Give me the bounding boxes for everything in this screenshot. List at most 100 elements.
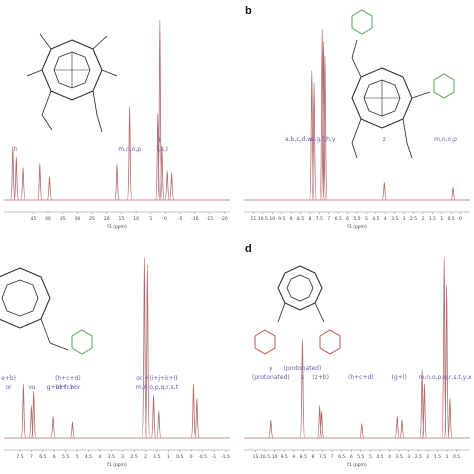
nmr-peak-10 (444, 284, 450, 439)
x-tick-label-18: 2 (426, 454, 429, 460)
panel-d: d 11 10.5 10 9.5 9 8.5 8 7.5 7 6.5 6 5.5 5 4.5 4 3.5 3 2.… (240, 238, 474, 474)
x-tick-label-13: 4.5 (376, 454, 383, 460)
x-tick-label-8: 7 (331, 454, 334, 460)
nmr-peak-4 (359, 423, 365, 439)
x-tick-label-18: -1.5 (221, 454, 230, 460)
structure-b (351, 9, 455, 159)
x-tick-label-17: -1 (212, 454, 217, 460)
x-tick-label-5: 8.5 (300, 454, 307, 460)
panel-a: 45 40 35 30 25 20 15 10 5 0 -5 -10 -15 -20 f1 (ppm) m,n… (0, 0, 234, 236)
x-tick-label-9: 6.5 (338, 454, 345, 460)
x-tick-label-21: 0.5 (448, 216, 455, 222)
panel-c: 7.5 7 6.5 6 5.5 5 4.5 4 3.5 3 2.5 2 1.5 1 0.5 0 -0.5 -1 -1… (0, 238, 234, 474)
nmr-peak-11 (168, 172, 175, 201)
peak-annotation-1: e,g,f,h,y (311, 136, 336, 143)
nmr-peak-3 (50, 415, 56, 439)
nmr-peak-4 (69, 421, 76, 439)
structure-a (26, 33, 118, 133)
panel-label-d: d (245, 243, 252, 255)
x-axis-title: f1 (ppm) (347, 462, 367, 468)
peak-annotation-2: m,n,o,p (434, 136, 457, 143)
peak-annotation-9: e+b) (1, 375, 16, 382)
nmr-peak-0 (10, 145, 16, 201)
nmr-peak-2 (31, 390, 37, 439)
peak-annotation-6: (g+l) (392, 374, 407, 381)
x-tick-label-12: 1.5 (153, 454, 160, 460)
nmr-peak-9 (441, 257, 447, 439)
x-tick-label-11: 5.5 (353, 216, 360, 222)
x-tick-label-13: 4.5 (372, 216, 379, 222)
nmr-peak-6 (450, 186, 456, 201)
structure-c (0, 267, 93, 355)
x-tick-label-7: 7.5 (316, 216, 323, 222)
x-tick-label-5: 8.5 (297, 216, 304, 222)
peak-annotation-6: (h+c+d) (55, 375, 81, 382)
peak-annotation-3: z (383, 136, 386, 143)
peak-annotation-0: m,n,o,p,q,r,s,t (136, 384, 179, 391)
nmr-peak-1 (299, 338, 306, 439)
x-tick-label-11: 2 (144, 454, 147, 460)
x-tick-label-1: 7 (30, 454, 33, 460)
x-tick-label-21: 0.5 (453, 454, 460, 460)
peak-annotation-3: I (159, 137, 161, 144)
spectrum-a-svg: 45 40 35 30 25 20 15 10 5 0 -5 -10 -15 -20 f1 (ppm) m,n… (4, 19, 230, 230)
peak-annotation-0: m,n,o,p (118, 146, 141, 153)
x-tick-label-0: 11 (251, 216, 257, 222)
x-tick-label-4: 9 (292, 454, 295, 460)
x-tick-label-15: 3.5 (396, 454, 403, 460)
peak-annotation-1: or +(i+j+k+l) (136, 375, 177, 382)
nmr-peak-5 (394, 415, 400, 439)
nmr-peak-3 (318, 410, 325, 439)
x-tick-label-22: 0 (459, 216, 462, 222)
peak-annotation-3: v (28, 384, 32, 391)
nmr-peak-1 (311, 82, 317, 201)
peak-annotation-5: (h+c+d) (348, 374, 374, 381)
spectrum-c-svg: 7.5 7 6.5 6 5.5 5 4.5 4 3.5 3 2.5 2 1.5 1 0.5 0 -0.5 -1 -1… (0, 257, 230, 468)
x-tick-label-9: 3 (121, 454, 124, 460)
x-tick-label-6: 8 (312, 454, 315, 460)
nmr-peak-6 (399, 419, 405, 439)
x-tick-label-6: 4.5 (85, 454, 92, 460)
x-tick-label-3: 9.5 (281, 454, 288, 460)
spectrum-b-svg: b 11 10.5 10 9.5 9 8.5 8 7.5 7 6.5 6 5.5 5 4.5 4 3.5 3 2.… (244, 5, 470, 230)
x-tick-label-10: 6 (350, 454, 353, 460)
x-tick-label-4: 25 (89, 216, 95, 222)
nmr-peak-10 (194, 397, 200, 439)
panel-b: b 11 10.5 10 9.5 9 8.5 8 7.5 7 6.5 6 5.5 5 4.5 4 3.5 3 2.… (240, 0, 474, 236)
spectrum-a: 45 40 35 30 25 20 15 10 5 0 -5 -10 -15 -20 f1 (ppm) m,n… (4, 19, 230, 230)
x-axis-title: f1 (ppm) (107, 462, 127, 468)
nmr-peak-2 (20, 167, 26, 201)
x-tick-label-7: 7.5 (319, 454, 326, 460)
x-tick-label-14: 0.5 (176, 454, 183, 460)
peak-annotation-2: h (14, 146, 18, 153)
peak-annotation-4: (z+b) (312, 374, 329, 381)
x-tick-label-8: 7 (327, 216, 330, 222)
x-tick-label-10: -5 (178, 216, 183, 222)
x-tick-label-17: 2.5 (415, 454, 422, 460)
x-tick-label-4: 5.5 (62, 454, 69, 460)
nmr-peak-8 (421, 383, 428, 439)
x-tick-label-20: 1 (446, 454, 449, 460)
peak-annotation-5: (d+c) or (55, 384, 80, 391)
x-tick-label-2: 10 (272, 454, 278, 460)
x-tick-label-14: 4 (384, 216, 387, 222)
x-tick-label-7: 4 (98, 454, 101, 460)
x-tick-label-6: 15 (119, 216, 125, 222)
x-tick-label-1: 10.5 (260, 454, 270, 460)
x-tick-label-4: 9 (290, 216, 293, 222)
spectrum-d: 11 10.5 10 9.5 9 8.5 8 7.5 7 6.5 6 5.5 5 4.5 4 3.5 3 2.5 2… (244, 257, 472, 468)
panel-label-b: b (245, 5, 252, 17)
nmr-peak-0 (20, 383, 26, 439)
x-tick-label-7: 10 (133, 216, 139, 222)
nmr-peak-4 (322, 55, 328, 201)
x-tick-label-8: 3.5 (108, 454, 115, 460)
nmr-peak-5 (381, 181, 387, 201)
x-tick-label-3: 9.5 (278, 216, 285, 222)
x-tick-label-16: 3 (403, 216, 406, 222)
x-tick-label-0: 45 (30, 216, 36, 222)
x-tick-label-10: 6 (346, 216, 349, 222)
nmr-peak-4 (46, 176, 53, 201)
spectrum-c: 7.5 7 6.5 6 5.5 5 4.5 4 3.5 3 2.5 2 1.5 1 0.5 0 -0.5 -1 -1… (1, 257, 230, 468)
peak-annotation-0: (protonated) (252, 374, 290, 381)
x-tick-label-2: 6.5 (39, 454, 46, 460)
